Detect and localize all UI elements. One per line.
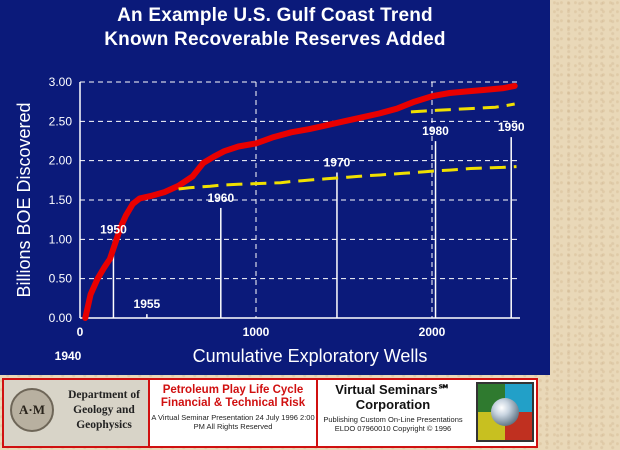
year-label-1: 1955 bbox=[134, 297, 161, 311]
department-box: A·M Department of Geology and Geophysics bbox=[4, 380, 150, 446]
slide-panel: An Example U.S. Gulf Coast Trend Known R… bbox=[0, 0, 550, 375]
publisher-box: Virtual Seminars℠ Corporation Publishing… bbox=[318, 380, 468, 446]
chart-svg: 0.00 0.50 1.00 1.50 2.00 2.50 3.00 0 1000 2000 194… bbox=[14, 75, 525, 366]
x-axis-title: Cumulative Exploratory Wells bbox=[193, 346, 428, 366]
presentation-details: A Virtual Seminar Presentation 24 July 1… bbox=[151, 413, 315, 431]
y-tick-label-5: 2.50 bbox=[49, 114, 73, 128]
presentation-box: Petroleum Play Life Cycle Financial & Te… bbox=[150, 380, 318, 446]
x-tick-label-0: 0 bbox=[77, 325, 84, 339]
x-axis-origin-year: 1940 bbox=[55, 349, 82, 363]
year-label-0: 1950 bbox=[100, 222, 127, 236]
year-label-2: 1960 bbox=[207, 191, 234, 205]
university-seal-icon: A·M bbox=[10, 388, 54, 432]
year-label-3: 1970 bbox=[324, 156, 351, 170]
x-tick-label-2: 2000 bbox=[419, 325, 446, 339]
y-tick-label-6: 3.00 bbox=[49, 75, 73, 89]
projection-line-2 bbox=[410, 102, 515, 114]
y-tick-label-1: 0.50 bbox=[49, 272, 73, 286]
reserves-curve bbox=[82, 82, 518, 321]
globe-logo-box bbox=[474, 380, 534, 446]
y-tick-label-0: 0.00 bbox=[49, 311, 73, 325]
department-name: Department of Geology and Geophysics bbox=[68, 389, 140, 431]
chart-title-line2: Known Recoverable Reserves Added bbox=[104, 29, 446, 50]
x-tick-label-1: 1000 bbox=[243, 325, 270, 339]
chart-title-line1: An Example U.S. Gulf Coast Trend bbox=[117, 5, 433, 26]
projection-line-1 bbox=[178, 165, 517, 191]
globe-logo-icon bbox=[476, 382, 534, 442]
footer-banner: A·M Department of Geology and Geophysics… bbox=[2, 378, 538, 448]
y-axis-title: Billions BOE Discovered bbox=[14, 102, 34, 297]
seal-text: A·M bbox=[19, 402, 45, 417]
publisher-name: Virtual Seminars℠ Corporation bbox=[335, 382, 451, 412]
year-label-4: 1980 bbox=[422, 124, 449, 138]
y-tick-label-2: 1.00 bbox=[49, 232, 73, 246]
globe-icon bbox=[491, 398, 519, 426]
presentation-title: Petroleum Play Life Cycle Financial & Te… bbox=[160, 384, 306, 409]
year-label-5: 1990 bbox=[498, 120, 525, 134]
y-tick-label-4: 2.00 bbox=[49, 154, 73, 168]
y-tick-label-3: 1.50 bbox=[49, 193, 73, 207]
publisher-details: Publishing Custom On-Line Presentations … bbox=[323, 415, 463, 433]
